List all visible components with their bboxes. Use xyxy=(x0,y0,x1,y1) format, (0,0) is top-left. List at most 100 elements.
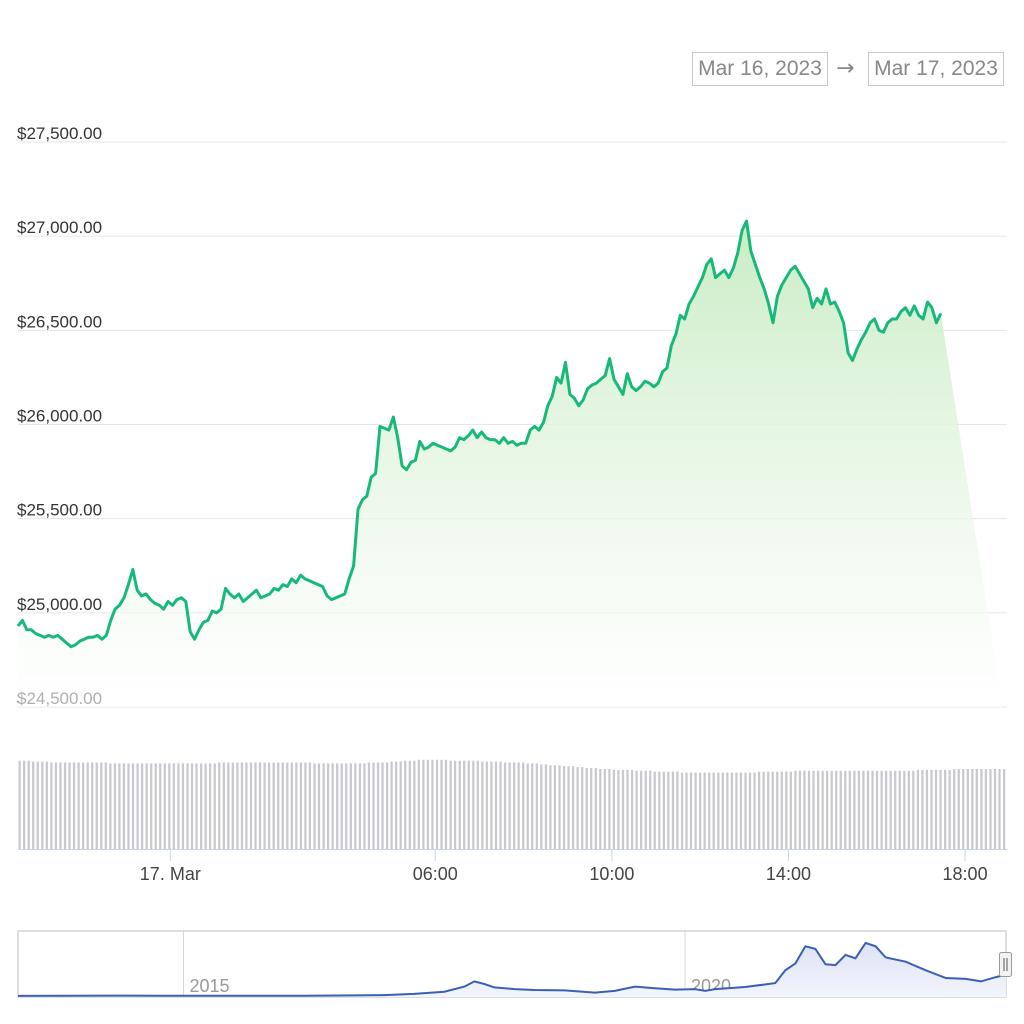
volume-bar xyxy=(340,763,343,849)
navigator-series-line xyxy=(17,941,1007,997)
volume-bar xyxy=(86,762,89,849)
volume-bar xyxy=(32,761,35,849)
volume-bar xyxy=(263,762,266,849)
volume-bar xyxy=(118,763,121,849)
volume-bar xyxy=(680,772,684,849)
range-to-input[interactable]: Mar 17, 2023 xyxy=(868,52,1004,86)
volume-bar xyxy=(381,762,384,849)
volume-bar xyxy=(553,765,557,849)
volume-bar xyxy=(762,771,765,849)
volume-bar xyxy=(590,768,593,849)
volume-bar xyxy=(635,770,638,849)
volume-bar xyxy=(77,762,80,849)
volume-bar xyxy=(871,770,874,849)
volume-bar xyxy=(758,771,761,849)
volume-bar xyxy=(658,771,661,849)
volume-bar xyxy=(277,762,280,849)
volume-bar xyxy=(853,770,856,849)
volume-bar xyxy=(953,769,956,849)
volume-bar xyxy=(540,764,543,849)
volume-bar xyxy=(472,760,475,849)
volume-bar xyxy=(599,769,602,849)
volume-bars xyxy=(18,759,1006,849)
volume-bar xyxy=(971,769,974,849)
volume-bar xyxy=(585,768,588,849)
volume-bar xyxy=(798,770,802,849)
x-tick-label: 17. Mar xyxy=(140,864,201,884)
volume-bar xyxy=(721,772,724,849)
volume-bar xyxy=(894,770,897,849)
volume-bar xyxy=(422,759,425,849)
volume-bar xyxy=(594,768,597,849)
volume-bar xyxy=(249,762,253,849)
volume-bar xyxy=(476,760,479,849)
range-from-input[interactable]: Mar 16, 2023 xyxy=(692,52,828,86)
price-series-line[interactable] xyxy=(16,219,943,649)
volume-bar xyxy=(308,762,312,849)
volume-bar xyxy=(82,762,85,849)
volume-bar xyxy=(612,769,616,849)
volume-bar xyxy=(136,763,139,849)
volume-bar xyxy=(558,765,561,849)
volume-bar xyxy=(399,761,402,849)
volume-bar xyxy=(281,762,284,849)
volume-bar xyxy=(195,763,198,849)
volume-bar xyxy=(717,772,720,849)
volume-bar xyxy=(962,769,965,849)
volume-bar xyxy=(463,760,466,849)
volume-bar xyxy=(313,763,316,849)
volume-bar xyxy=(572,766,575,849)
volume-bar xyxy=(222,762,225,849)
volume-bar xyxy=(767,771,770,849)
volume-bar xyxy=(984,769,988,849)
volume-bar xyxy=(522,762,525,849)
volume-bar xyxy=(667,771,670,849)
price-area xyxy=(18,221,1003,707)
volume-bar xyxy=(181,763,185,849)
volume-bar xyxy=(930,769,933,849)
x-axis: 17. Mar 06:00 10:00 14:00 18:00 xyxy=(140,849,988,884)
volume-bar xyxy=(358,763,362,849)
volume-bar xyxy=(694,772,697,849)
volume-bar xyxy=(63,762,67,849)
volume-bar xyxy=(508,762,511,849)
y-tick-label: $25,000.00 xyxy=(17,595,102,614)
volume-bar xyxy=(821,770,824,849)
volume-bar xyxy=(145,763,148,849)
volume-bar xyxy=(603,769,606,849)
navigator[interactable]: 2015 2020 xyxy=(17,930,1012,998)
volume-bar xyxy=(907,770,910,849)
volume-bar xyxy=(885,770,888,849)
volume-bar xyxy=(95,762,98,849)
navigator-handle[interactable] xyxy=(999,952,1012,977)
volume-bar xyxy=(404,760,407,849)
volume-bar xyxy=(653,771,656,849)
navigator-area xyxy=(18,942,1006,997)
volume-bar xyxy=(213,763,216,849)
volume-bar xyxy=(131,763,135,849)
volume-bar xyxy=(862,770,865,849)
volume-bar xyxy=(689,772,693,849)
volume-bar xyxy=(562,766,566,849)
volume-bar xyxy=(327,763,330,849)
volume-bar xyxy=(240,762,244,849)
volume-bar xyxy=(299,762,303,849)
volume-bar xyxy=(739,772,743,849)
volume-bar xyxy=(513,762,516,849)
volume-bar xyxy=(934,769,938,849)
volume-bar xyxy=(880,770,883,849)
volume-bar xyxy=(708,772,711,849)
volume-bar xyxy=(975,769,978,849)
volume-bar xyxy=(417,759,420,849)
volume-bar xyxy=(549,765,552,849)
volume-bar xyxy=(354,763,357,849)
volume-bar xyxy=(485,761,489,849)
volume-bar xyxy=(1003,769,1006,849)
navigator-handle-grip[interactable] xyxy=(999,952,1012,977)
navigator-tick-label: 2015 xyxy=(190,976,230,996)
volume-bar xyxy=(662,771,665,849)
volume-bar xyxy=(776,771,779,849)
volume-bar xyxy=(789,771,792,849)
volume-bar xyxy=(168,763,171,849)
volume-bar xyxy=(91,762,94,849)
